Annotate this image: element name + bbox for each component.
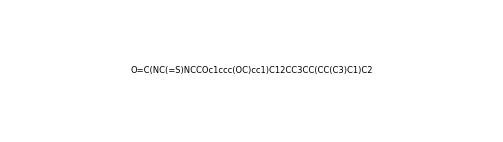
Text: O=C(NC(=S)NCCOc1ccc(OC)cc1)C12CC3CC(CC(C3)C1)C2: O=C(NC(=S)NCCOc1ccc(OC)cc1)C12CC3CC(CC(C… [130,66,373,76]
